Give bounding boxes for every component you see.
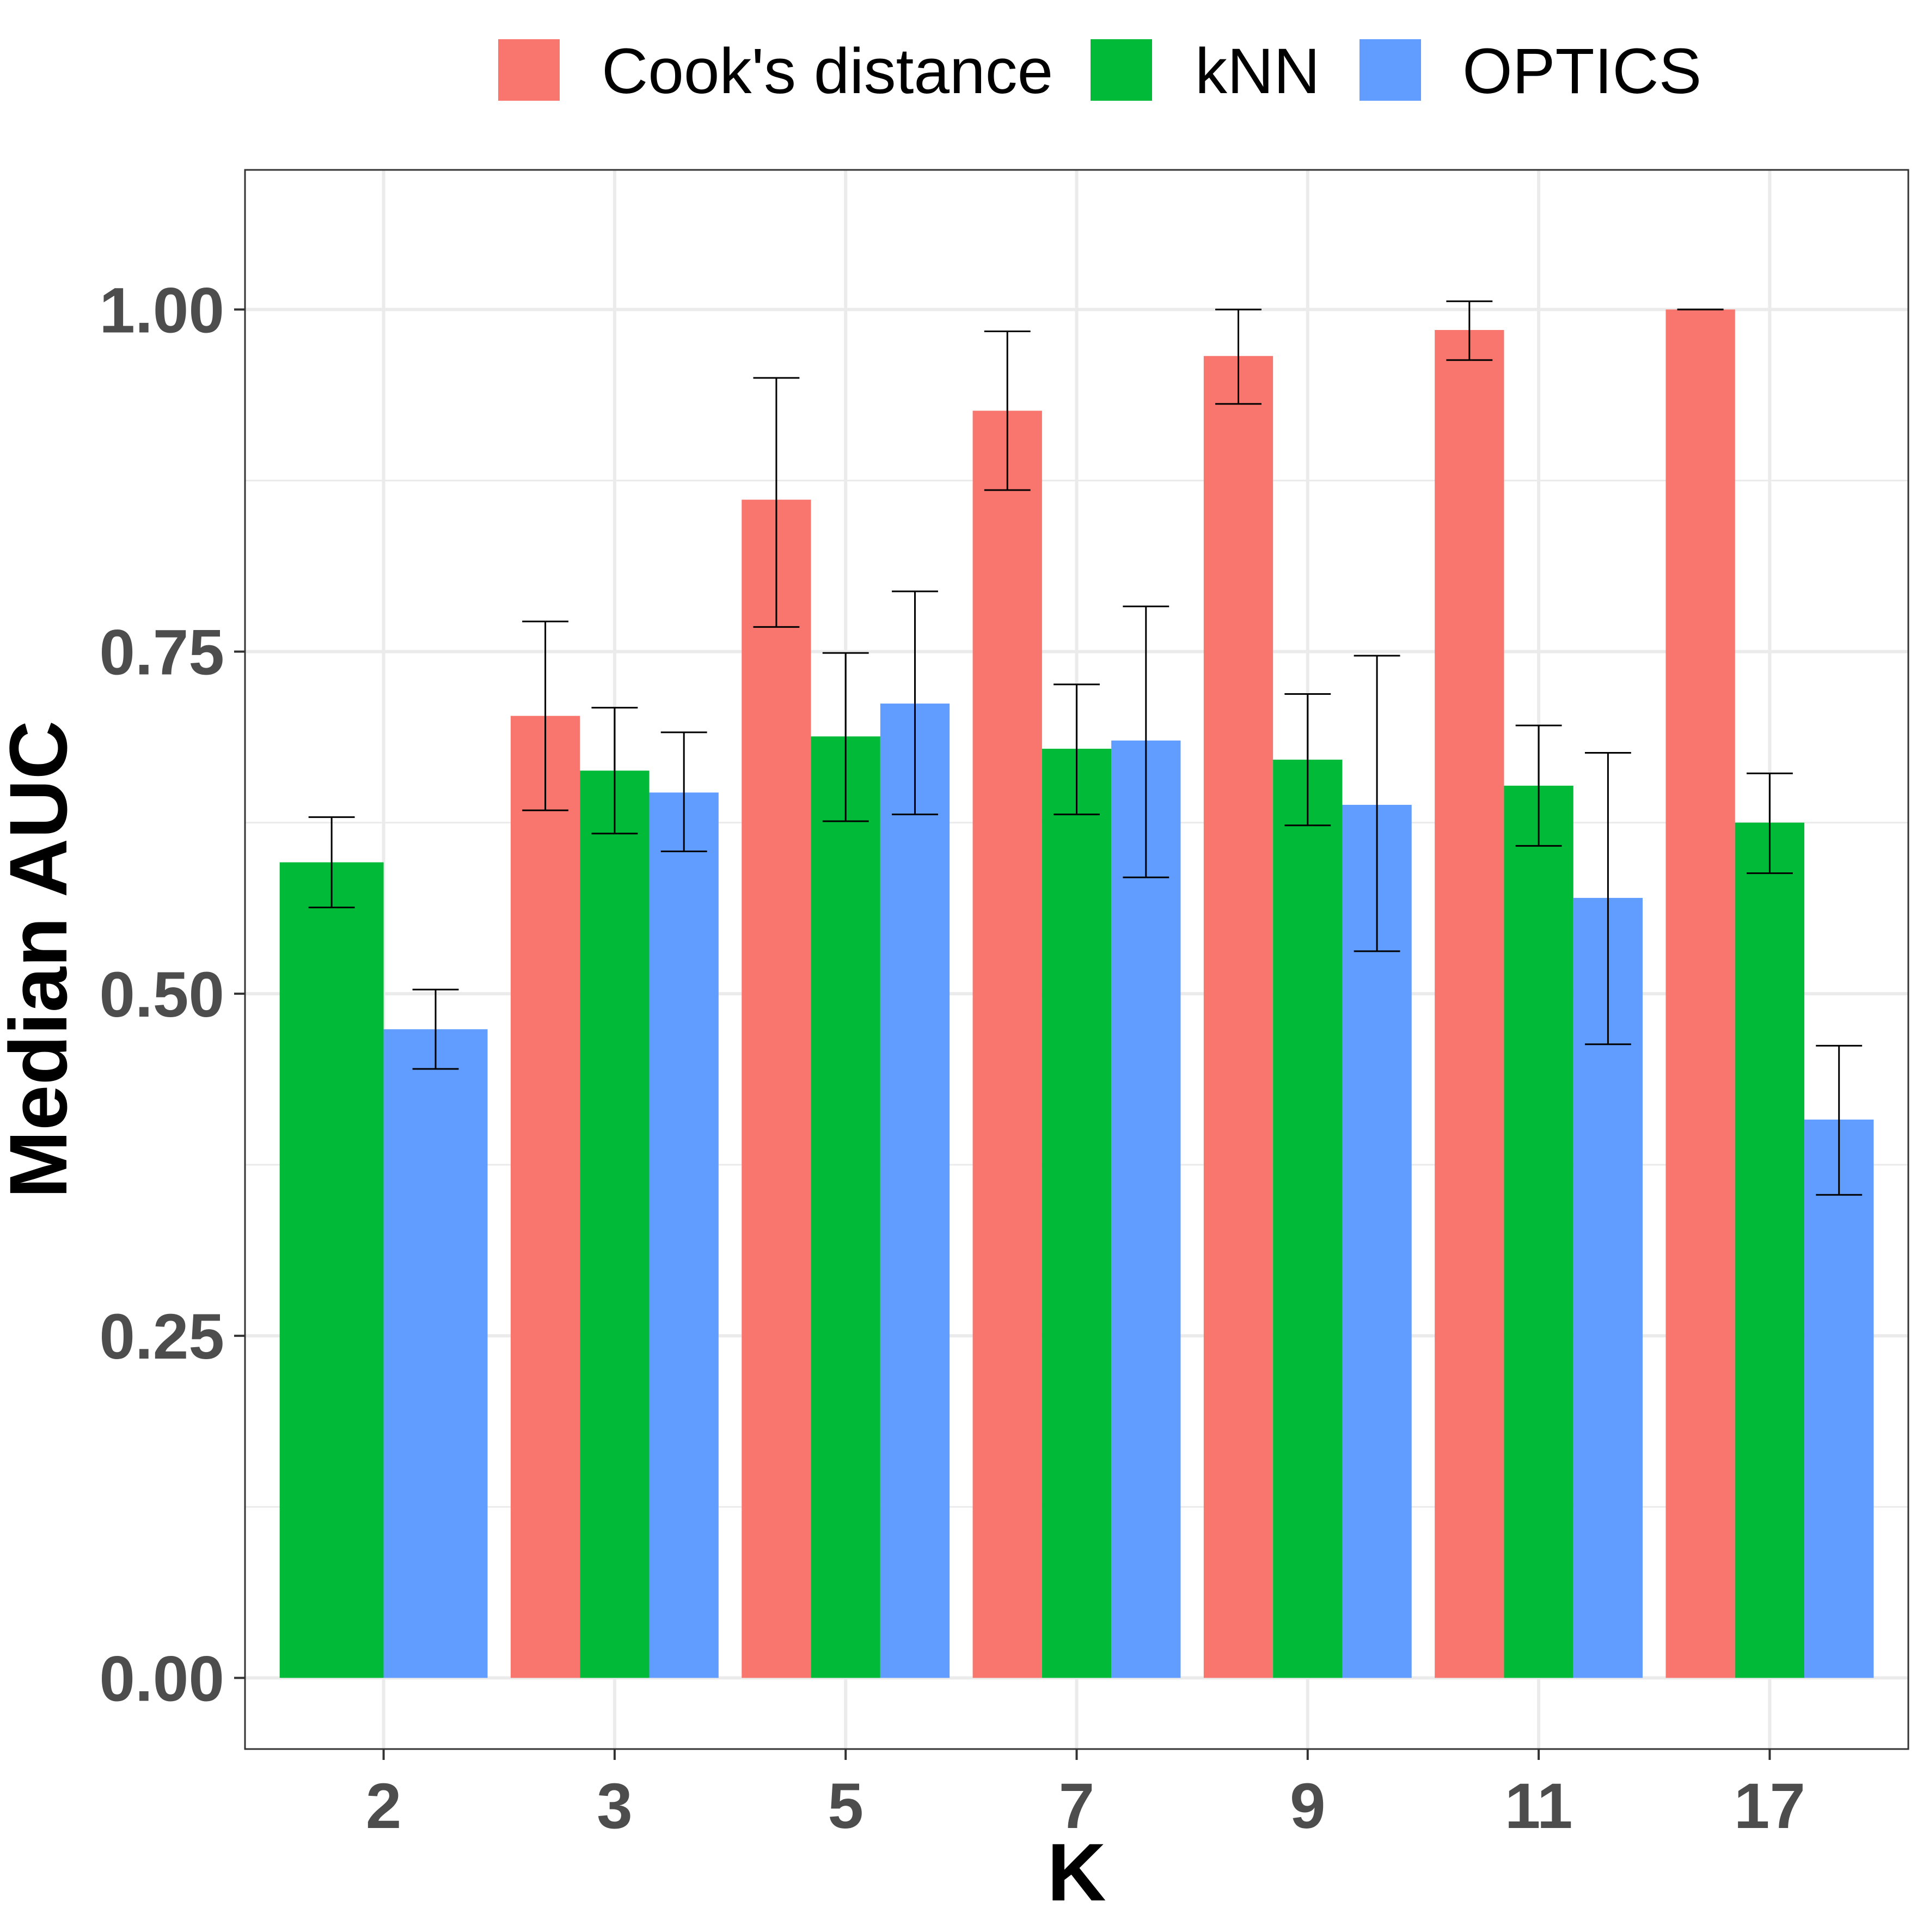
bar-optics-k5 [880,704,950,1678]
legend-key-cook-s-distance [498,39,560,101]
x-tick-label: 9 [1290,1770,1326,1842]
y-tick-label: 0.50 [99,959,224,1031]
errorbar-optics-k9 [1354,655,1400,952]
error-bars [308,300,1863,1196]
errorbar-optics-k7 [1123,606,1169,878]
bar-cook-s-distance-k9 [1203,356,1273,1678]
errorbar-knn-k9 [1284,693,1331,827]
bar-cook-s-distance-k5 [742,499,811,1678]
errorbar-cook-s-distance-k5 [753,377,800,628]
legend-label-optics: OPTICS [1462,35,1701,107]
errorbar-knn-k11 [1515,724,1562,847]
x-tick-label: 17 [1734,1770,1805,1842]
bar-knn-k3 [580,771,650,1678]
errorbar-optics-k5 [892,590,938,816]
errorbar-knn-k5 [822,652,869,822]
legend: Cook's distance kNN OPTICS [498,35,1701,107]
errorbar-optics-k17 [1816,1044,1863,1196]
legend-key-optics [1360,39,1421,101]
bar-knn-k5 [811,736,880,1678]
bar-cook-s-distance-k3 [510,716,580,1678]
bar-knn-k17 [1735,822,1805,1678]
bar-optics-k17 [1804,1120,1874,1678]
legend-label-knn: kNN [1195,35,1320,107]
errorbar-optics-k3 [660,731,707,852]
errorbar-knn-k7 [1054,683,1100,816]
bar-cook-s-distance-k17 [1665,309,1735,1678]
errorbar-optics-k2 [412,988,459,1070]
legend-label-cook-s-distance: Cook's distance [602,35,1053,107]
bar-knn-k7 [1042,748,1112,1678]
legend-key-knn [1091,39,1152,101]
bar-cook-s-distance-k11 [1435,330,1504,1678]
x-tick-label: 5 [828,1770,864,1842]
y-axis: 0.00 0.25 0.50 0.75 1.00 [99,274,245,1715]
y-tick-label: 0.75 [99,617,224,689]
bar-knn-k2 [279,862,384,1678]
legend-item-knn: kNN [1091,35,1320,107]
errorbar-cook-s-distance-k3 [522,620,569,811]
errorbar-cook-s-distance-k9 [1215,308,1261,405]
x-axis: 2 3 5 7 9 11 17 [366,1749,1805,1842]
errorbar-cook-s-distance-k11 [1446,300,1493,361]
errorbar-knn-k2 [308,816,355,909]
bar-knn-k11 [1504,785,1573,1678]
errorbar-cook-s-distance-k7 [984,331,1031,491]
errorbar-knn-k17 [1746,772,1793,875]
plot-area [244,169,1909,1750]
y-tick-label: 0.00 [99,1643,224,1715]
x-tick-label: 7 [1059,1770,1095,1842]
bar-optics-k2 [383,1029,488,1678]
y-tick-label: 1.00 [99,274,224,346]
bar-knn-k9 [1273,760,1343,1678]
y-axis-title: Median AUC [0,720,84,1199]
legend-item-optics: OPTICS [1360,35,1701,107]
legend-item-cook-s-distance: Cook's distance [498,35,1053,107]
bar-optics-k3 [649,792,719,1678]
bars [279,309,1874,1678]
bar-optics-k7 [1111,740,1181,1678]
errorbar-knn-k3 [591,707,638,835]
bar-cook-s-distance-k7 [972,411,1042,1678]
x-axis-title: K [1047,1826,1106,1918]
errorbar-optics-k11 [1584,752,1631,1046]
y-tick-label: 0.25 [99,1301,224,1373]
x-tick-label: 2 [366,1770,402,1842]
x-tick-label: 11 [1505,1770,1573,1842]
x-tick-label: 3 [597,1770,633,1842]
